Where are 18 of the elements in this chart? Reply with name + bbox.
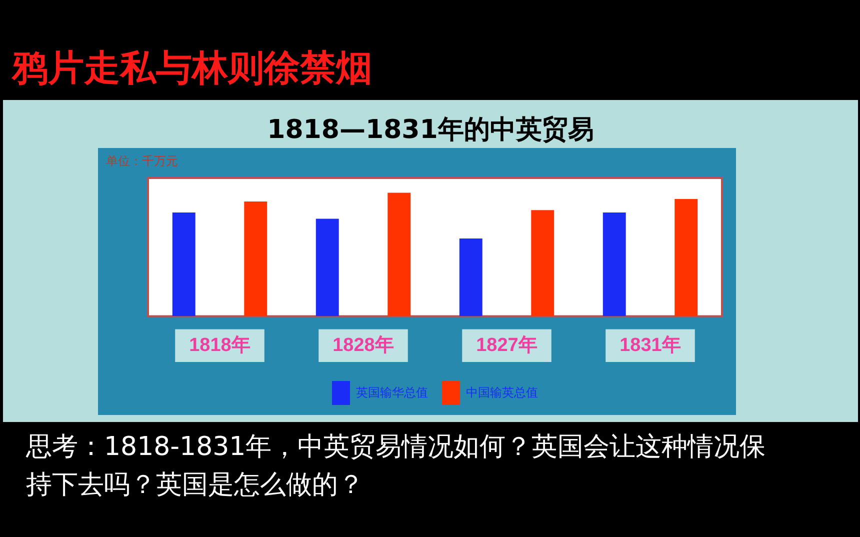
bar	[602, 212, 626, 316]
text: 鸦片走私与林则徐禁烟	[12, 47, 372, 91]
x-tick-label: 1827年	[476, 334, 538, 356]
bar	[244, 201, 268, 316]
chart-title: 1818—1831年的中英贸易	[266, 114, 595, 147]
text: 思考：1818-1831年，中英贸易情况如何？英国会让这种情况保持下去吗？英国是怎么做的？	[26, 431, 766, 502]
x-tick-label: 1831年	[620, 334, 681, 356]
bar	[388, 192, 411, 316]
bar	[459, 238, 482, 316]
legend-label: 英国输华总值	[356, 385, 428, 400]
bar	[172, 212, 196, 316]
bar	[531, 210, 554, 316]
legend-label: 中国输英总值	[466, 385, 538, 400]
x-tick-label: 1818年	[189, 334, 250, 356]
bar	[674, 198, 698, 316]
y-axis-title: 单位：千万元	[106, 154, 178, 168]
bar	[316, 218, 339, 316]
x-tick-label: 1828年	[332, 334, 394, 356]
